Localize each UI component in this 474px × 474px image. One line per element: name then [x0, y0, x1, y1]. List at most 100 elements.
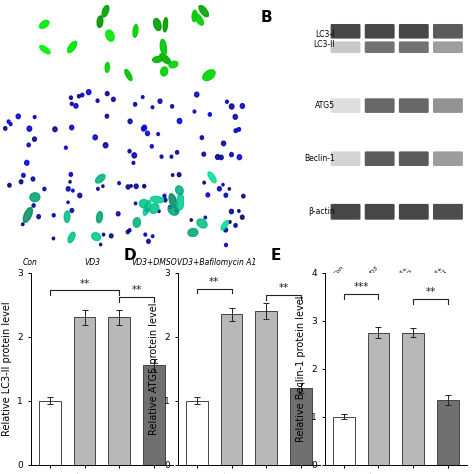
Ellipse shape [242, 194, 245, 198]
Ellipse shape [100, 243, 102, 246]
FancyBboxPatch shape [399, 24, 428, 38]
Ellipse shape [30, 193, 40, 201]
Text: B: B [260, 10, 272, 25]
Text: D: D [124, 248, 137, 263]
Ellipse shape [240, 215, 244, 219]
Ellipse shape [151, 106, 154, 109]
Bar [143, 365, 164, 465]
Ellipse shape [237, 155, 242, 160]
Ellipse shape [194, 13, 203, 25]
Ellipse shape [175, 151, 179, 154]
Ellipse shape [153, 56, 163, 63]
Ellipse shape [200, 136, 203, 139]
Bar [290, 388, 311, 465]
Text: LC3-I
LC3-II: LC3-I LC3-II [313, 29, 335, 49]
Ellipse shape [130, 184, 132, 187]
Ellipse shape [117, 212, 120, 216]
Ellipse shape [102, 5, 109, 17]
Ellipse shape [70, 209, 73, 212]
Ellipse shape [190, 219, 192, 221]
Ellipse shape [221, 221, 228, 230]
Ellipse shape [86, 90, 91, 95]
Ellipse shape [133, 25, 138, 37]
FancyBboxPatch shape [331, 98, 360, 113]
Ellipse shape [64, 146, 67, 149]
Ellipse shape [160, 155, 163, 158]
Ellipse shape [139, 200, 148, 208]
FancyBboxPatch shape [433, 204, 463, 219]
Ellipse shape [69, 96, 73, 100]
Ellipse shape [141, 96, 144, 99]
Ellipse shape [68, 232, 75, 243]
FancyBboxPatch shape [331, 204, 360, 219]
Ellipse shape [160, 54, 171, 64]
Bar [368, 333, 389, 465]
Ellipse shape [105, 91, 109, 96]
Ellipse shape [226, 100, 228, 103]
Bar [186, 401, 208, 465]
Ellipse shape [222, 183, 224, 186]
Text: VD3+Bafilomycin A1: VD3+Bafilomycin A1 [177, 258, 256, 267]
Ellipse shape [66, 187, 70, 191]
Ellipse shape [37, 215, 40, 219]
Ellipse shape [93, 135, 97, 140]
FancyBboxPatch shape [399, 204, 428, 219]
Ellipse shape [216, 155, 220, 159]
Y-axis label: Relative ATG5 protein level: Relative ATG5 protein level [149, 302, 159, 435]
Ellipse shape [23, 208, 32, 222]
Text: Con: Con [23, 258, 37, 267]
Ellipse shape [224, 228, 228, 232]
Ellipse shape [33, 137, 36, 141]
Ellipse shape [27, 126, 32, 131]
Ellipse shape [203, 70, 215, 81]
Text: VD3+
DMSO: VD3+ DMSO [392, 265, 414, 286]
Ellipse shape [53, 127, 57, 132]
Ellipse shape [78, 95, 81, 98]
Bar [221, 314, 242, 465]
Ellipse shape [4, 127, 7, 130]
Ellipse shape [134, 102, 137, 106]
Ellipse shape [8, 183, 11, 187]
Bar [39, 401, 61, 465]
Ellipse shape [19, 180, 23, 184]
Ellipse shape [218, 187, 221, 191]
Ellipse shape [70, 125, 74, 130]
Ellipse shape [177, 173, 181, 177]
Ellipse shape [193, 110, 196, 113]
Ellipse shape [31, 177, 35, 181]
Ellipse shape [157, 133, 159, 136]
Ellipse shape [96, 99, 99, 102]
Ellipse shape [134, 202, 137, 205]
Ellipse shape [208, 172, 216, 183]
Text: VD3: VD3 [367, 265, 380, 278]
Ellipse shape [128, 229, 131, 232]
Ellipse shape [69, 173, 73, 176]
Ellipse shape [7, 120, 10, 123]
Ellipse shape [150, 145, 153, 148]
Ellipse shape [219, 155, 223, 160]
Ellipse shape [102, 185, 104, 187]
Text: ***: *** [354, 282, 369, 292]
Ellipse shape [237, 210, 240, 212]
Ellipse shape [199, 5, 209, 17]
Bar [109, 318, 130, 465]
Ellipse shape [21, 223, 24, 226]
Ellipse shape [27, 143, 30, 147]
Ellipse shape [151, 196, 164, 203]
Ellipse shape [146, 239, 150, 243]
FancyBboxPatch shape [365, 24, 394, 38]
Ellipse shape [168, 206, 171, 209]
FancyBboxPatch shape [399, 98, 428, 113]
Ellipse shape [134, 184, 138, 189]
Ellipse shape [32, 204, 35, 207]
Text: Con: Con [333, 265, 346, 277]
Text: **: ** [131, 285, 142, 295]
Ellipse shape [149, 204, 159, 213]
Ellipse shape [132, 153, 137, 158]
Ellipse shape [40, 46, 50, 54]
Ellipse shape [229, 220, 231, 223]
Ellipse shape [43, 187, 46, 191]
Ellipse shape [240, 104, 245, 109]
FancyBboxPatch shape [433, 151, 463, 166]
Ellipse shape [203, 181, 205, 184]
